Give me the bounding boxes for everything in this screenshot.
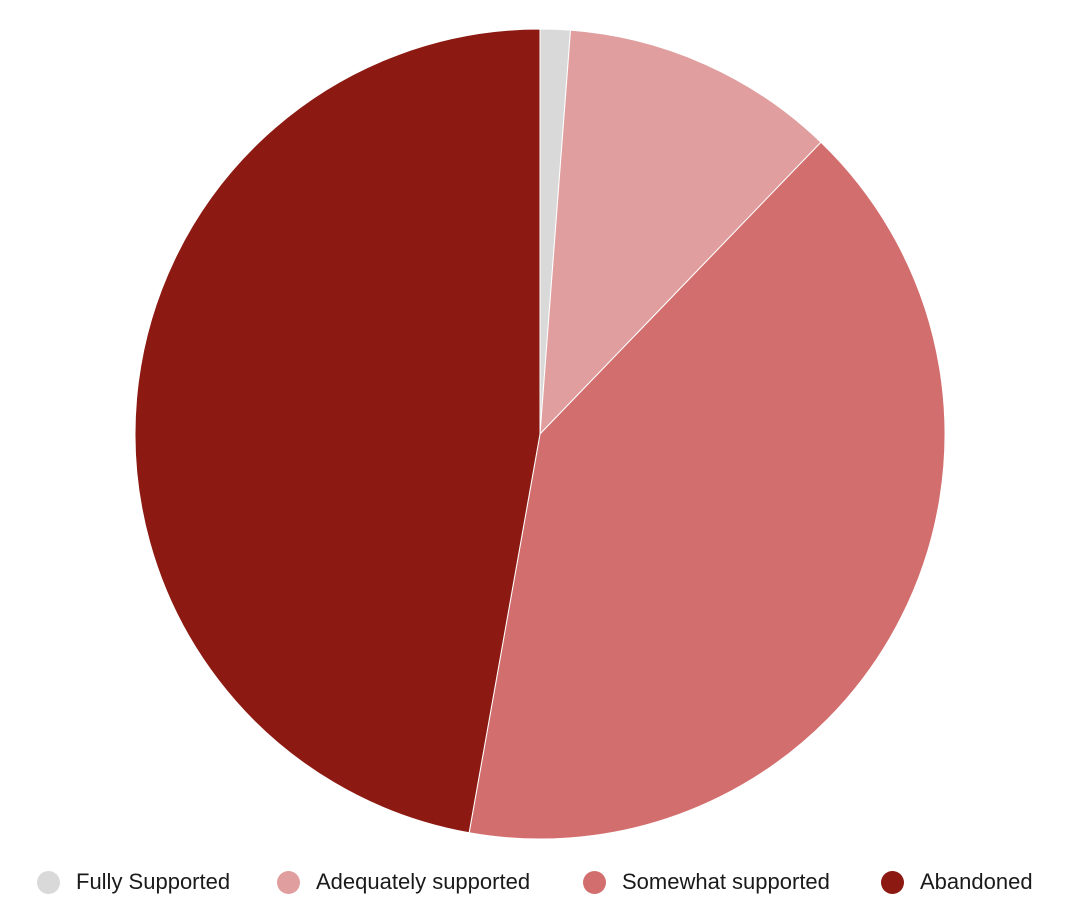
legend-item-adequately-supported[interactable]: Adequately supported	[277, 862, 530, 902]
legend-item-abandoned[interactable]: Abandoned	[881, 862, 1033, 902]
legend-label-adequately-supported: Adequately supported	[316, 869, 531, 894]
legend-item-somewhat-supported[interactable]: Somewhat supported	[583, 862, 830, 902]
legend-swatch-adequately-supported	[277, 870, 300, 894]
legend-item-fully-supported[interactable]: Fully Supported	[37, 862, 230, 902]
legend-label-somewhat-supported: Somewhat supported	[622, 869, 830, 894]
legend-label-abandoned: Abandoned	[920, 869, 1033, 894]
legend-swatch-fully-supported	[37, 870, 60, 894]
legend-swatch-abandoned	[881, 870, 904, 894]
pie-slice-somewhat-supported[interactable]	[468, 141, 946, 840]
pie-slice-adequately-supported[interactable]	[539, 29, 822, 436]
pie-plot-area	[134, 28, 946, 840]
pie-slice-abandoned[interactable]	[134, 28, 541, 834]
legend: Fully Supported Adequately supported Som…	[0, 862, 1080, 902]
legend-label-fully-supported: Fully Supported	[76, 869, 231, 894]
legend-swatch-somewhat-supported	[583, 870, 606, 894]
